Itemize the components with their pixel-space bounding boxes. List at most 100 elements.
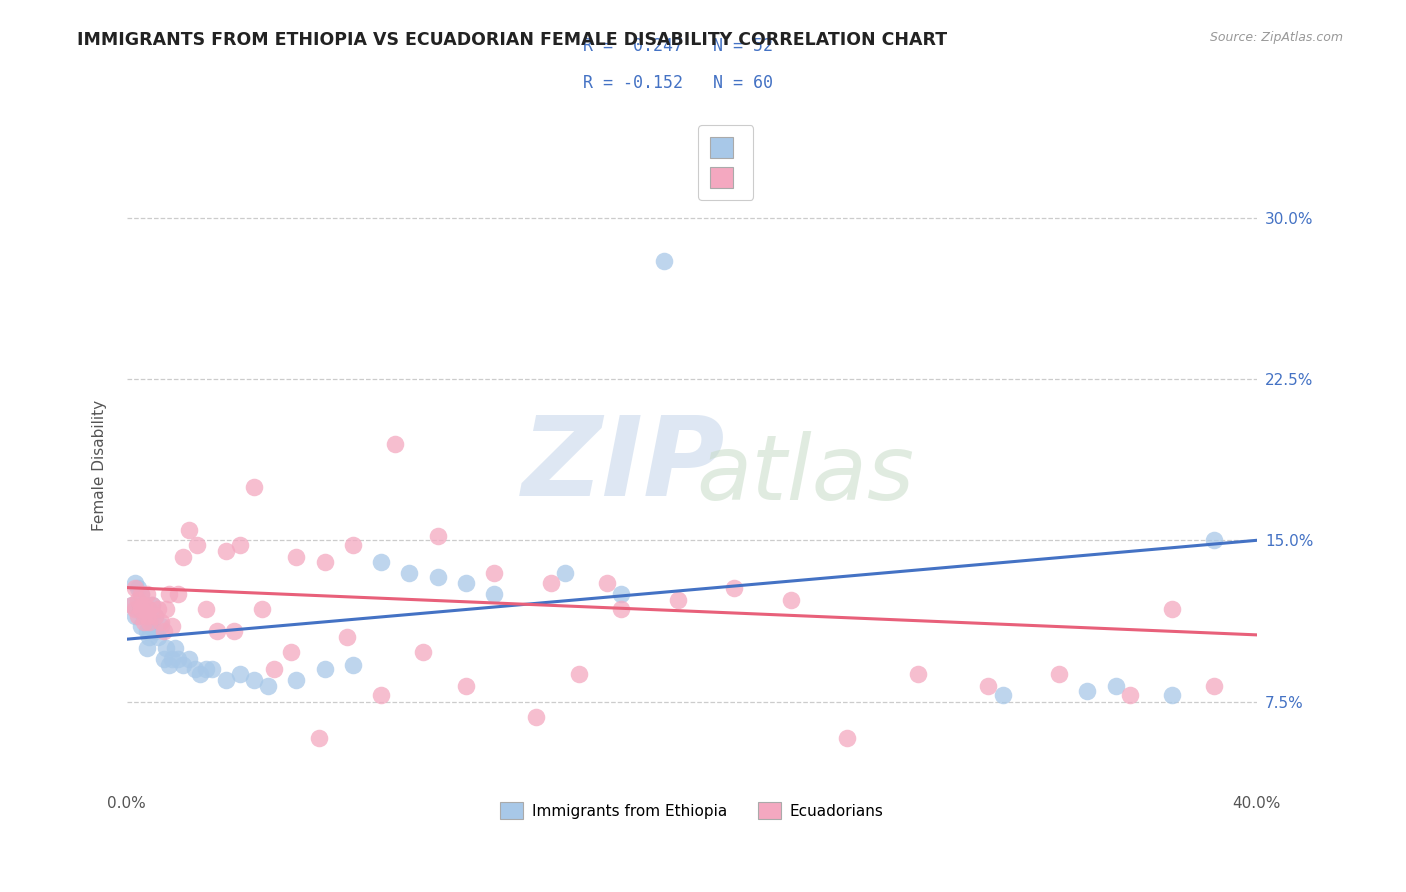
Point — [652, 253, 675, 268]
Point — [138, 619, 160, 633]
Point — [779, 593, 801, 607]
Point — [263, 662, 285, 676]
Point — [666, 593, 689, 607]
Point — [124, 602, 146, 616]
Point — [160, 651, 183, 665]
Point — [132, 615, 155, 629]
Point — [280, 645, 302, 659]
Legend: Immigrants from Ethiopia, Ecuadorians: Immigrants from Ethiopia, Ecuadorians — [494, 797, 890, 825]
Point — [370, 688, 392, 702]
Point — [157, 587, 180, 601]
Point — [1104, 680, 1126, 694]
Point — [177, 651, 200, 665]
Point — [1204, 680, 1226, 694]
Point — [155, 602, 177, 616]
Text: IMMIGRANTS FROM ETHIOPIA VS ECUADORIAN FEMALE DISABILITY CORRELATION CHART: IMMIGRANTS FROM ETHIOPIA VS ECUADORIAN F… — [77, 31, 948, 49]
Point — [1204, 533, 1226, 548]
Point — [610, 587, 633, 601]
Point — [166, 651, 188, 665]
Point — [129, 619, 152, 633]
Point — [143, 608, 166, 623]
Point — [129, 587, 152, 601]
Point — [384, 436, 406, 450]
Point — [194, 662, 217, 676]
Point — [127, 593, 149, 607]
Point — [127, 581, 149, 595]
Point — [152, 651, 174, 665]
Point — [224, 624, 246, 638]
Text: Source: ZipAtlas.com: Source: ZipAtlas.com — [1209, 31, 1343, 45]
Point — [138, 602, 160, 616]
Point — [285, 550, 308, 565]
Text: R = -0.152   N = 60: R = -0.152 N = 60 — [583, 74, 773, 92]
Point — [146, 602, 169, 616]
Point — [135, 608, 157, 623]
Point — [160, 619, 183, 633]
Point — [1076, 683, 1098, 698]
Point — [124, 576, 146, 591]
Point — [135, 624, 157, 638]
Text: atlas: atlas — [696, 431, 914, 519]
Point — [454, 680, 477, 694]
Point — [135, 640, 157, 655]
Point — [155, 640, 177, 655]
Point — [124, 581, 146, 595]
Point — [157, 657, 180, 672]
Point — [991, 688, 1014, 702]
Point — [141, 598, 163, 612]
Point — [172, 657, 194, 672]
Point — [837, 731, 859, 745]
Point — [214, 544, 236, 558]
Point — [723, 581, 745, 595]
Point — [554, 566, 576, 580]
Point — [149, 619, 172, 633]
Point — [314, 555, 336, 569]
Point — [177, 523, 200, 537]
Point — [412, 645, 434, 659]
Point — [229, 666, 252, 681]
Point — [257, 680, 280, 694]
Point — [143, 608, 166, 623]
Point — [252, 602, 274, 616]
Point — [977, 680, 1000, 694]
Point — [229, 538, 252, 552]
Point — [482, 566, 505, 580]
Point — [370, 555, 392, 569]
Point — [398, 566, 420, 580]
Point — [214, 673, 236, 687]
Point — [596, 576, 619, 591]
Point — [342, 538, 364, 552]
Point — [243, 479, 266, 493]
Point — [194, 602, 217, 616]
Point — [124, 608, 146, 623]
Point — [243, 673, 266, 687]
Point — [1161, 688, 1184, 702]
Point — [188, 666, 211, 681]
Point — [127, 608, 149, 623]
Point — [129, 602, 152, 616]
Point — [308, 731, 330, 745]
Point — [166, 587, 188, 601]
Point — [314, 662, 336, 676]
Point — [907, 666, 929, 681]
Text: ZIP: ZIP — [522, 411, 725, 518]
Point — [141, 598, 163, 612]
Point — [540, 576, 562, 591]
Point — [152, 624, 174, 638]
Point — [138, 615, 160, 629]
Point — [336, 630, 359, 644]
Point — [132, 608, 155, 623]
Point — [121, 598, 143, 612]
Point — [132, 598, 155, 612]
Point — [285, 673, 308, 687]
Point — [129, 587, 152, 601]
Point — [127, 602, 149, 616]
Point — [426, 529, 449, 543]
Point — [454, 576, 477, 591]
Point — [163, 640, 186, 655]
Point — [1161, 602, 1184, 616]
Point — [183, 662, 205, 676]
Point — [200, 662, 222, 676]
Point — [1118, 688, 1140, 702]
Point — [610, 602, 633, 616]
